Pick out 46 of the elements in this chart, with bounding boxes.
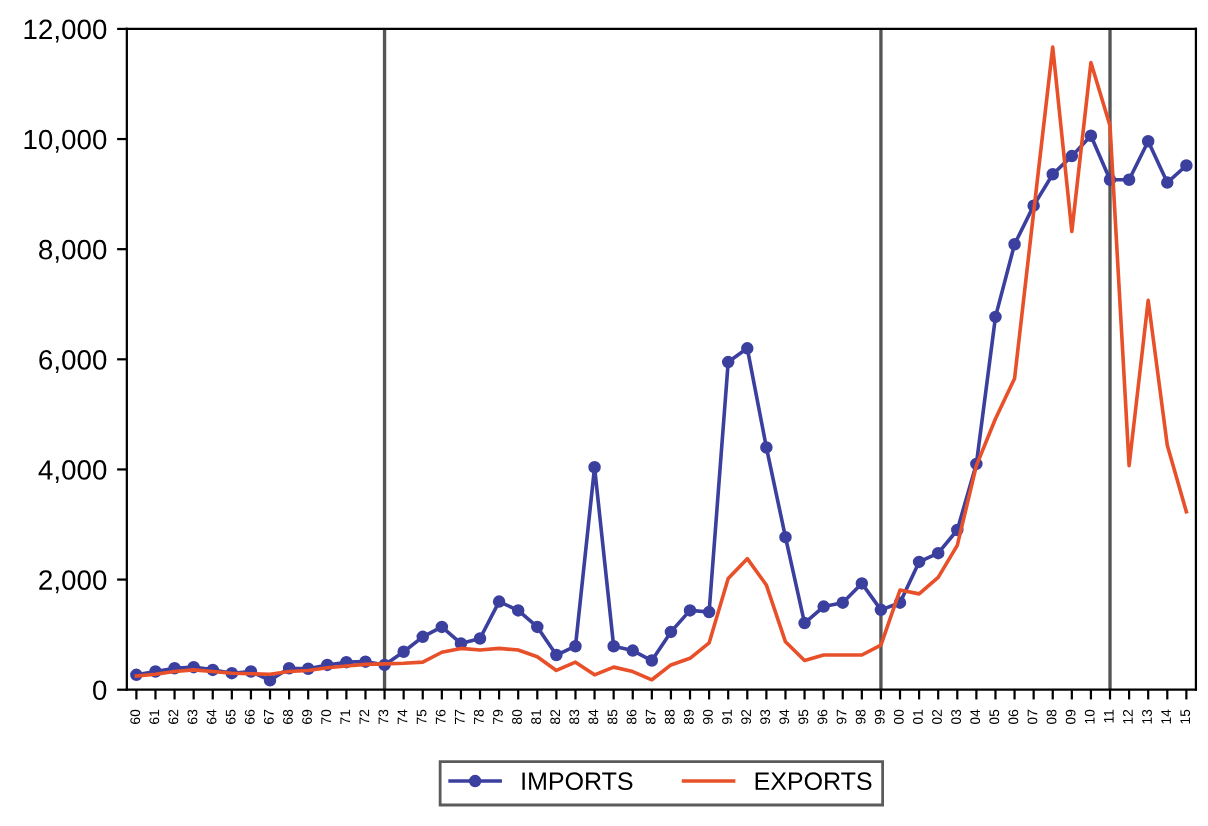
point [989, 310, 1002, 324]
point [836, 596, 849, 609]
point [1046, 168, 1059, 181]
legend-label: IMPORTS [522, 772, 633, 791]
y-tick-label: 8,000 [39, 239, 107, 263]
point [855, 577, 869, 590]
point [683, 604, 697, 617]
point [1141, 135, 1155, 148]
point [1122, 173, 1136, 187]
point [664, 625, 678, 639]
point [741, 342, 754, 355]
point [1084, 129, 1098, 142]
point [531, 620, 544, 634]
point [588, 460, 601, 474]
y-tick-label: 4,000 [38, 460, 107, 484]
point [1161, 176, 1174, 189]
point [492, 595, 506, 608]
y-tick-label: 12,000 [24, 19, 107, 43]
point [912, 555, 926, 569]
point [721, 355, 735, 369]
y-tick-label: 2,000 [39, 570, 107, 594]
point [416, 630, 429, 644]
point [435, 620, 449, 634]
point [263, 674, 277, 687]
y-tick-label: 0 [93, 680, 107, 701]
point [931, 546, 945, 560]
point [1180, 159, 1193, 172]
point [702, 605, 716, 619]
point [779, 530, 792, 544]
point [645, 654, 659, 667]
point [511, 604, 525, 617]
point [626, 644, 639, 657]
point [473, 632, 487, 645]
legend-label: EXPORTS [755, 772, 872, 791]
point [798, 616, 811, 630]
point [1065, 149, 1079, 163]
point [550, 648, 563, 662]
y-tick-label: 10,000 [24, 129, 107, 153]
point [760, 441, 773, 454]
point [874, 603, 888, 617]
point [569, 639, 582, 653]
point [1008, 237, 1021, 251]
point [817, 600, 830, 613]
point [397, 645, 410, 658]
point [607, 639, 620, 653]
y-tick-label: 6,000 [39, 349, 107, 373]
